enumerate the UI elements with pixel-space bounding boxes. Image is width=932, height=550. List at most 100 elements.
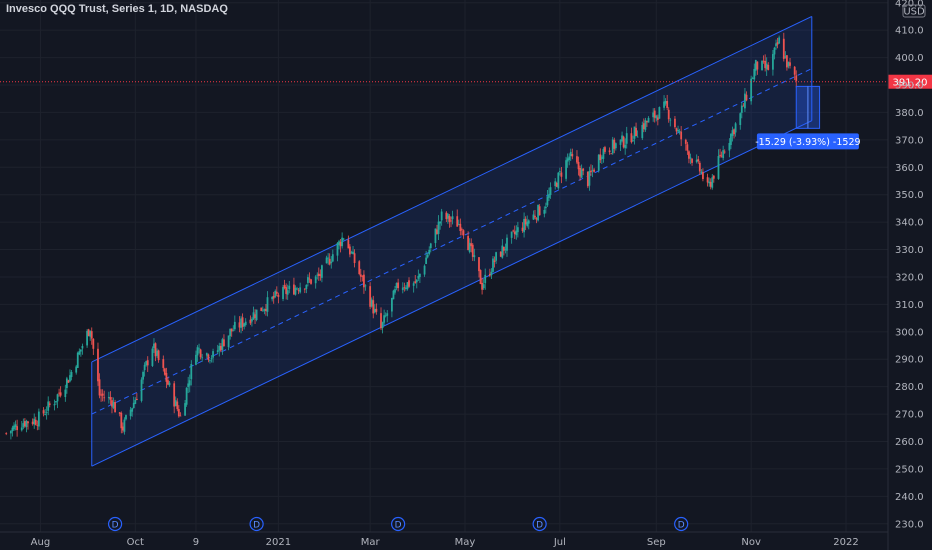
candle-body (599, 154, 602, 161)
candle-body (338, 241, 340, 245)
candle-body (397, 282, 400, 289)
candle-body (210, 358, 213, 360)
candle-body (151, 348, 154, 366)
candle-body (143, 364, 146, 371)
candle-body (588, 170, 591, 186)
candle-body (467, 236, 470, 251)
candle-body (527, 220, 530, 224)
candle-body (642, 123, 645, 130)
candle-body (664, 100, 667, 104)
candle-body (370, 299, 373, 307)
candle-body (481, 282, 484, 290)
candle-body (787, 61, 790, 67)
candle-body (37, 411, 40, 427)
candle-body (482, 284, 485, 289)
candle-body (543, 209, 546, 214)
candle-body (162, 359, 165, 368)
candle-body (730, 134, 732, 145)
candle-body (243, 323, 246, 327)
candle-body (5, 433, 8, 434)
currency-box (902, 4, 926, 18)
candle-body (36, 425, 39, 426)
x-tick-label: May (455, 537, 476, 548)
candle-body (251, 318, 253, 322)
candle-body (383, 315, 386, 323)
candle-body (493, 260, 496, 262)
candle-body (795, 75, 798, 81)
candle-body (549, 187, 552, 196)
candle-body (86, 330, 88, 346)
candle-body (457, 224, 460, 225)
candle-body (274, 290, 277, 297)
candle-body (558, 171, 561, 173)
candle-body (429, 243, 432, 249)
candle-body (576, 156, 578, 163)
candle-body (720, 155, 723, 157)
candle-body (153, 343, 155, 349)
candle-body (277, 294, 280, 297)
candle-body (566, 158, 569, 162)
candle-body (521, 227, 524, 231)
candle-body (394, 289, 396, 293)
dividend-marker (532, 516, 547, 532)
candle-body (418, 273, 421, 278)
candle-body (317, 273, 320, 276)
candle-body (266, 297, 269, 312)
candle-body (275, 291, 278, 294)
candle-body (700, 171, 703, 173)
candle-body (207, 354, 210, 360)
candle-body (107, 396, 110, 399)
candle-body (678, 131, 681, 133)
candle-body (450, 220, 452, 222)
candle-body (9, 430, 12, 434)
candle-body (789, 62, 791, 66)
candle-body (263, 309, 266, 311)
candle-body (391, 297, 393, 312)
candle-body (319, 274, 322, 276)
candle-body (218, 345, 221, 351)
candle-body (31, 421, 34, 424)
candle-body (460, 229, 463, 230)
candle-body (293, 284, 295, 295)
last-price-label: 391.20 (893, 78, 928, 89)
candle-body (187, 383, 190, 388)
candle-body (669, 119, 672, 121)
candle-body (78, 351, 81, 355)
candle-body (154, 343, 157, 357)
candle-body (535, 218, 538, 220)
candle-body (523, 218, 525, 233)
candle-body (636, 136, 639, 138)
candle-body (327, 257, 330, 259)
candle-body (260, 307, 263, 311)
candle-body (630, 133, 633, 143)
time-axis: Aug Oct 9 2021 Mar May Jul Sep Nov 2022 (0, 531, 888, 548)
candle-body (516, 227, 519, 233)
candle-body (614, 143, 617, 149)
candle-body (375, 308, 378, 312)
candle-body (635, 127, 637, 136)
candle-body (100, 394, 102, 396)
candle-body (731, 130, 734, 136)
candle-body (468, 242, 471, 252)
candle-body (190, 364, 193, 380)
candle-body (168, 382, 171, 386)
candle-body (471, 244, 474, 257)
candle-body (478, 257, 480, 272)
candle-body (384, 315, 387, 317)
candle-body (321, 265, 323, 278)
candle-body (401, 287, 404, 290)
candle-body (364, 285, 367, 287)
candle-body (350, 252, 353, 254)
candle-body (209, 360, 211, 362)
y-tick-label: 290.0 (895, 355, 924, 366)
candle-body (121, 426, 124, 431)
dividend-marker-label: D (395, 521, 402, 531)
candle-body (308, 278, 311, 280)
candle-body (750, 78, 753, 102)
candle-body (255, 309, 258, 321)
candle-body (652, 112, 655, 118)
candle-body (597, 154, 600, 171)
candle-body (69, 375, 71, 382)
candle-body (198, 348, 200, 350)
